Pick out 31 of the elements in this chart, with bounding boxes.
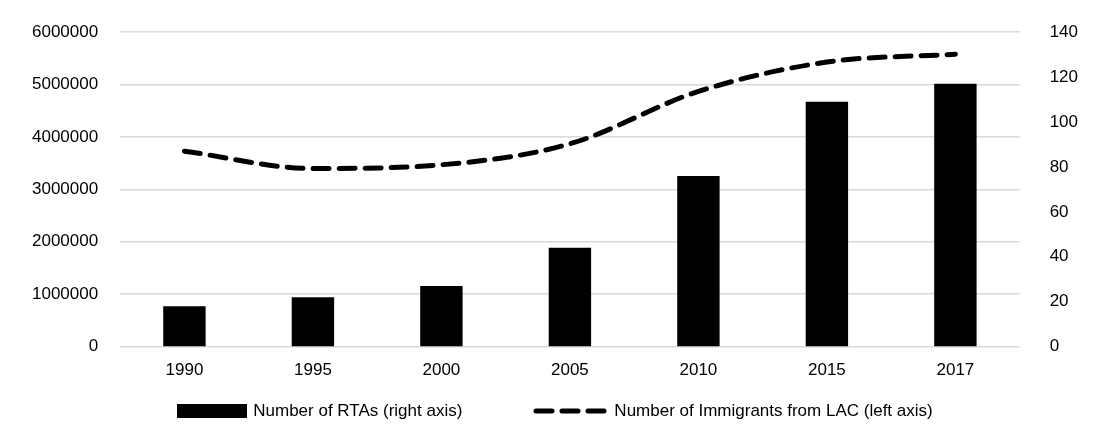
bar: [548, 247, 592, 347]
legend-label: Number of Immigrants from LAC (left axis): [614, 401, 933, 421]
y2-tick-label: 40: [1049, 246, 1069, 266]
x-tick-label: 2000: [422, 360, 461, 380]
bar: [677, 175, 720, 347]
y2-tick-label: 20: [1049, 291, 1069, 311]
y-tick-label: 5000000: [31, 74, 99, 94]
y-tick-label: 3000000: [31, 179, 99, 199]
y-tick-label: 4000000: [31, 126, 99, 146]
y-tick-label: 1000000: [31, 283, 99, 303]
y-tick-label: 2000000: [31, 231, 99, 251]
x-tick-label: 2017: [936, 360, 975, 380]
bar: [420, 285, 463, 347]
y2-tick-label: 120: [1049, 66, 1079, 86]
y2-tick-label: 140: [1049, 21, 1079, 41]
bar: [291, 297, 335, 347]
x-tick-label: 1990: [165, 360, 204, 380]
y-tick-label: 6000000: [31, 21, 99, 41]
bar: [805, 101, 849, 347]
x-tick-label: 2005: [551, 360, 589, 380]
x-tick-label: 2015: [807, 360, 846, 380]
legend-label: Number of RTAs (right axis): [253, 401, 463, 421]
y2-tick-label: 80: [1049, 156, 1069, 176]
y-tick-label: 0: [88, 336, 99, 356]
bar: [163, 306, 206, 347]
bar: [934, 83, 977, 347]
y2-tick-label: 100: [1049, 111, 1079, 131]
y2-tick-label: 60: [1049, 201, 1069, 221]
x-tick-label: 1995: [294, 360, 332, 380]
y2-tick-label: 0: [1049, 336, 1060, 356]
x-tick-label: 2010: [679, 360, 718, 380]
